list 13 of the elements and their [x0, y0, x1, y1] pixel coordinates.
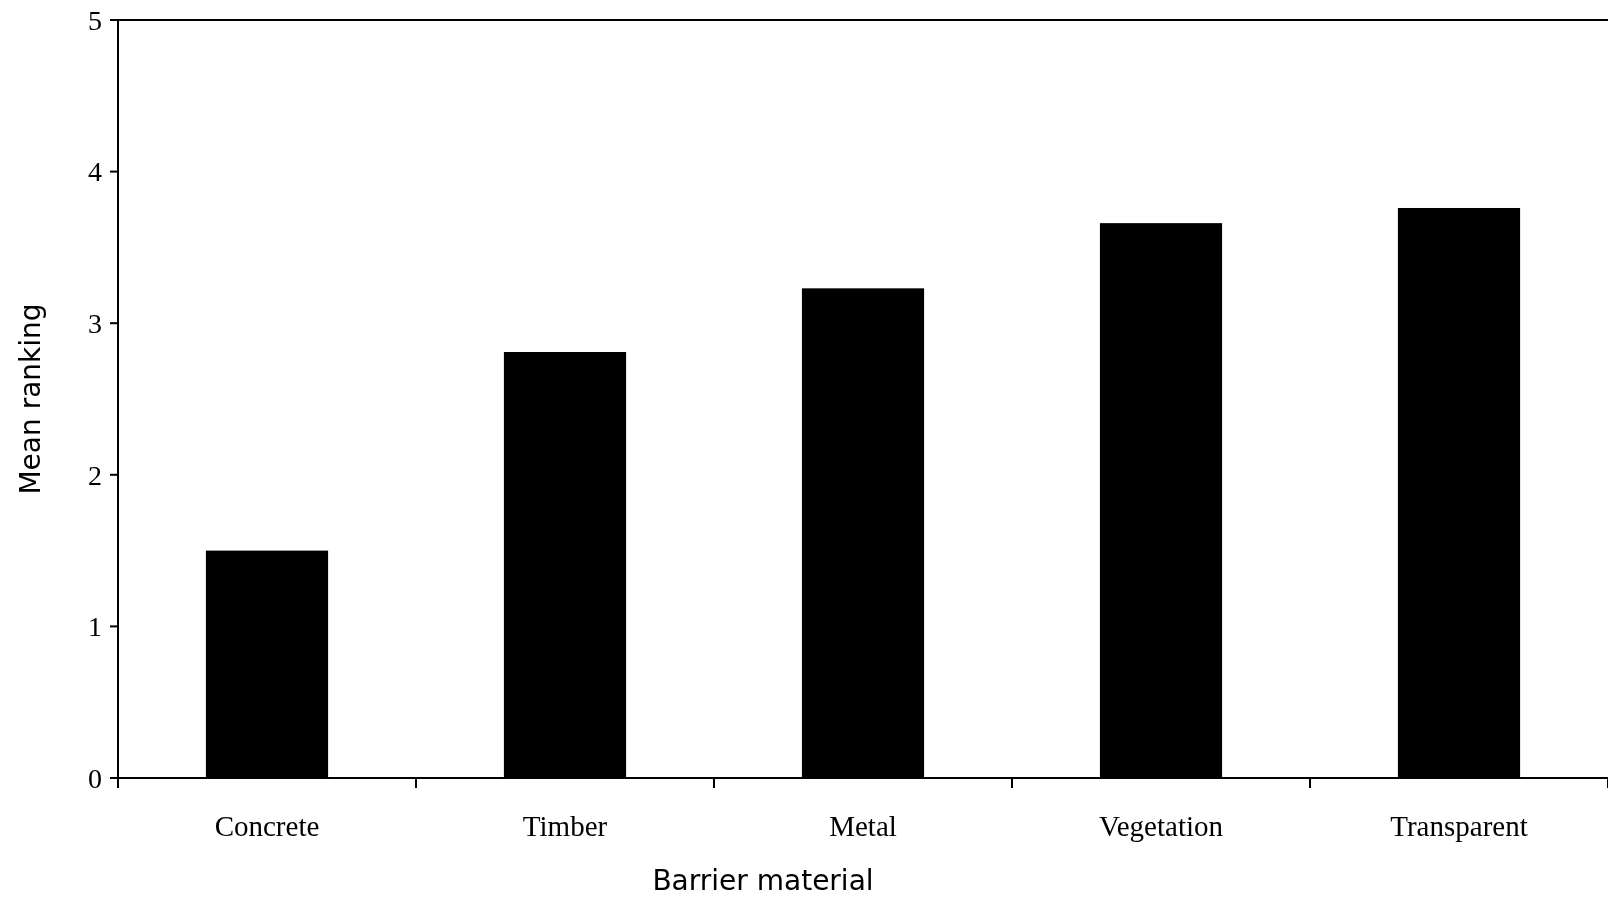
x-axis-title: Barrier material: [652, 864, 874, 897]
x-tick-label: Transparent: [1390, 810, 1528, 842]
y-axis-title: Mean ranking: [14, 303, 47, 495]
y-tick-label: 3: [88, 308, 102, 339]
x-tick-label: Concrete: [214, 810, 320, 842]
y-tick-label: 2: [88, 459, 102, 491]
y-tick-label: 1: [88, 611, 102, 643]
x-tick-label: Timber: [522, 810, 608, 842]
x-tick-label: Metal: [829, 810, 897, 842]
y-tick-label: 5: [88, 4, 102, 36]
y-tick-label: 0: [88, 762, 102, 794]
y-tick-label: 4: [88, 156, 102, 188]
x-tick-label: Vegetation: [1098, 810, 1224, 842]
